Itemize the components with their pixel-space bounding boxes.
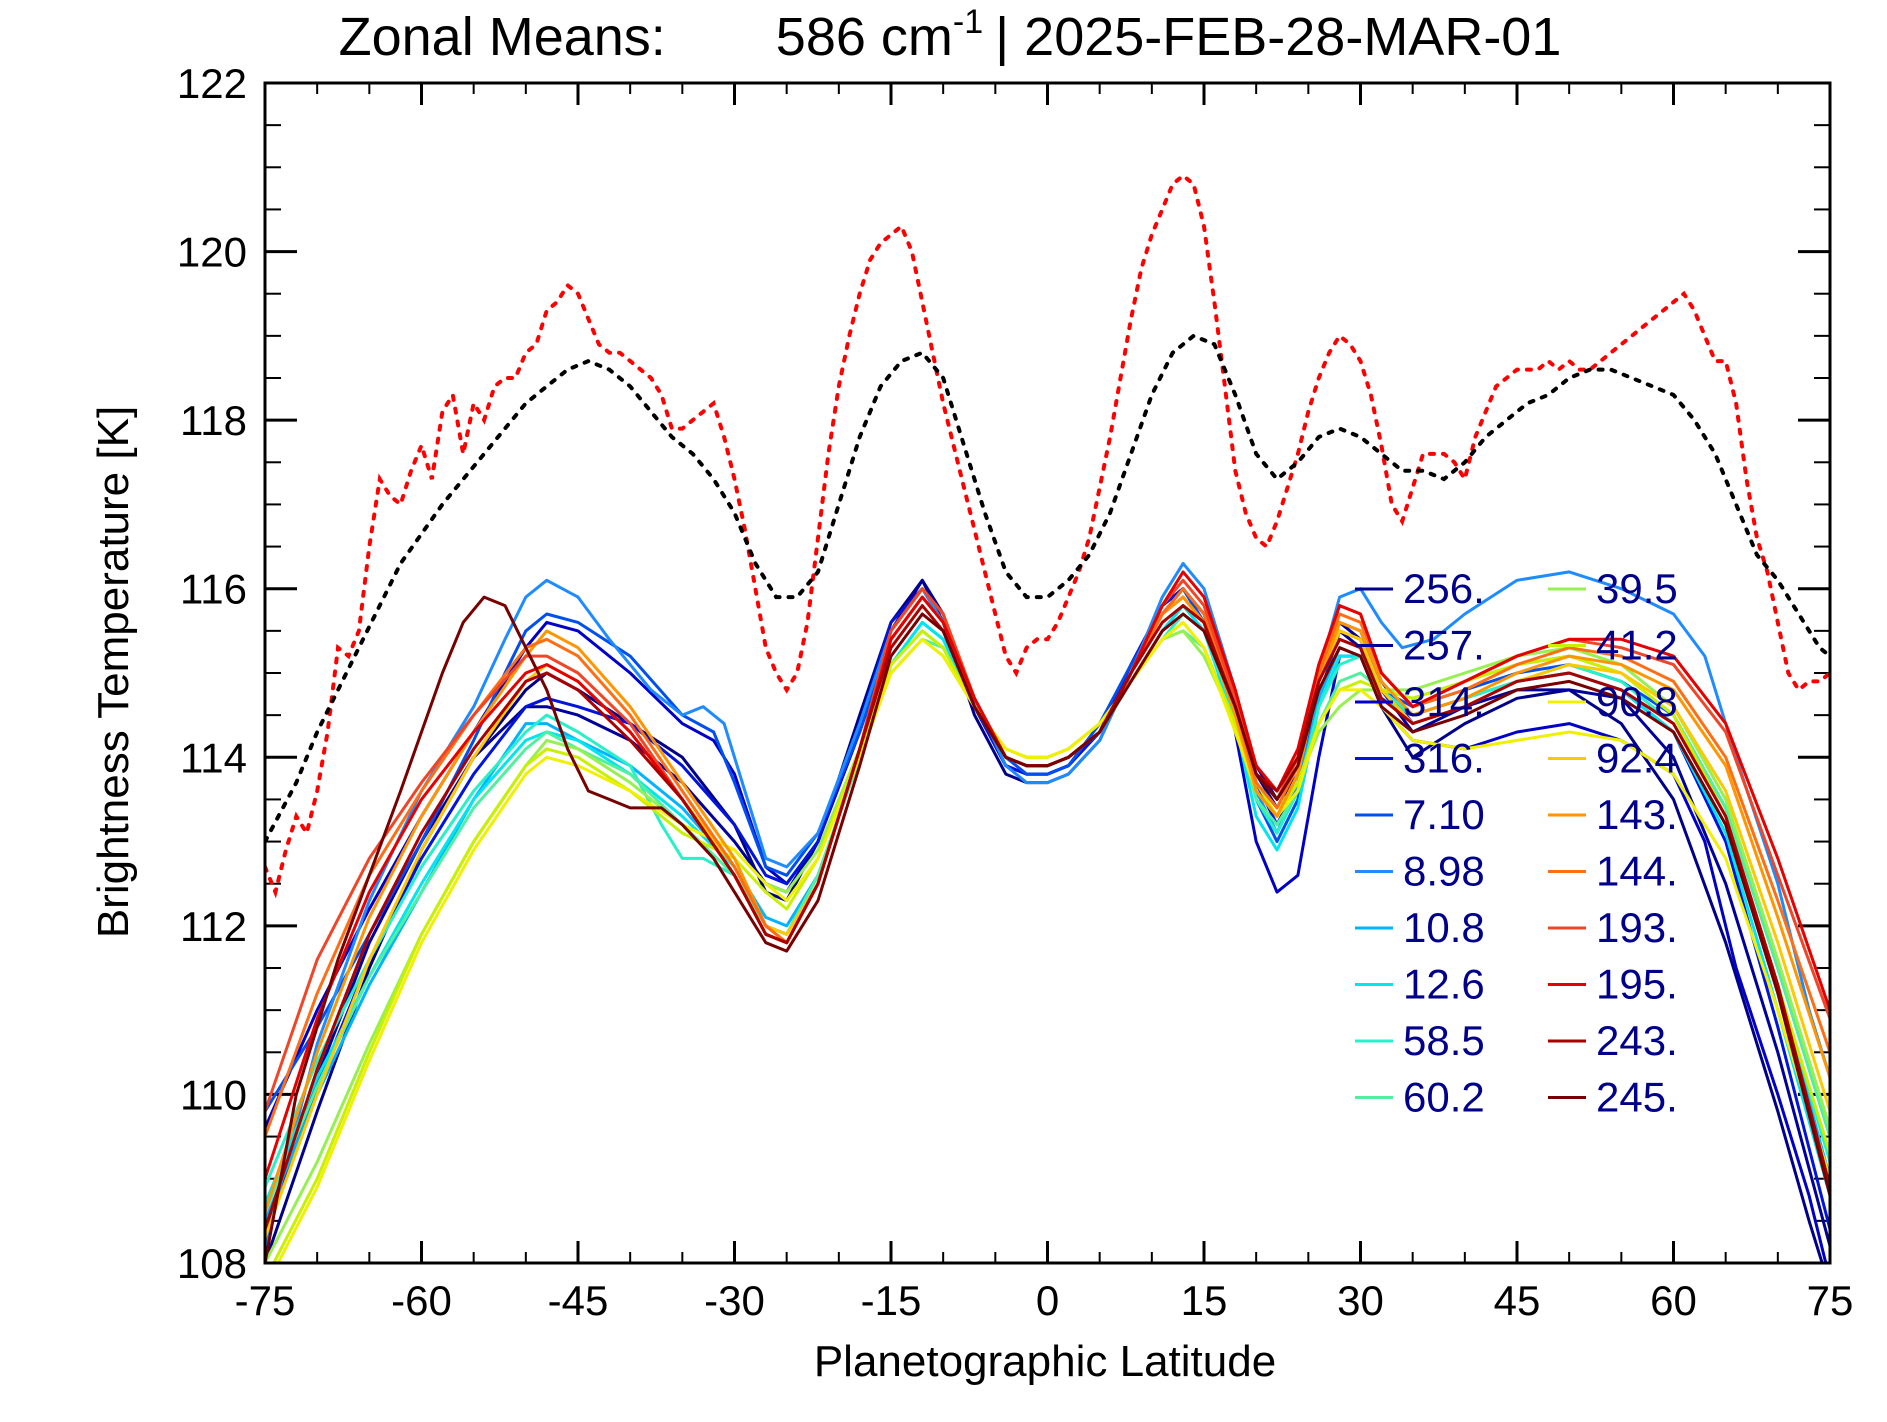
- reference-curve-red-dotted: [265, 173, 1830, 899]
- x-tick-label: -15: [861, 1277, 922, 1324]
- y-axis-label: Brightness Temperature [K]: [89, 406, 138, 938]
- axis-ticks: -75 -60 -45 -30 -15 0 15 30 45 60 75 108 110 112 114 11…: [177, 60, 1853, 1324]
- series-line-898: [265, 561, 1830, 1247]
- legend-label: 10.8: [1403, 904, 1485, 951]
- y-tick-label: 118: [180, 397, 247, 444]
- legend-label: 39.5: [1596, 565, 1678, 612]
- x-tick-label: -30: [704, 1277, 765, 1324]
- x-tick-label: -45: [548, 1277, 609, 1324]
- legend-label: 60.2: [1403, 1074, 1485, 1121]
- reference-curve-black-dotted: [265, 333, 1830, 844]
- legend-label: 193.: [1596, 904, 1678, 951]
- legend-label: 8.98: [1403, 848, 1485, 895]
- legend-label: 256.: [1403, 565, 1485, 612]
- x-tick-label: -75: [235, 1277, 296, 1324]
- legend-label: 41.2: [1596, 622, 1678, 669]
- legend-label: 314.: [1403, 678, 1485, 725]
- y-tick-label: 108: [177, 1240, 247, 1287]
- series-line-908: [276, 620, 1830, 1263]
- x-tick-label: 60: [1650, 1277, 1697, 1324]
- x-tick-label: 30: [1337, 1277, 1384, 1324]
- title-prefix: Zonal Means:: [339, 7, 666, 67]
- legend-label: 195.: [1596, 961, 1678, 1008]
- legend-label: 316.: [1403, 735, 1485, 782]
- series-line-245: [265, 595, 1830, 1263]
- x-axis-label: Planetographic Latitude: [814, 1337, 1276, 1386]
- title-exponent: -1: [953, 3, 983, 41]
- legend-label: 58.5: [1403, 1017, 1485, 1064]
- y-tick-label: 120: [177, 229, 247, 276]
- legend-label: 245.: [1596, 1074, 1678, 1121]
- legend-label: 243.: [1596, 1017, 1678, 1064]
- y-tick-label: 122: [177, 60, 247, 107]
- chart-title: Zonal Means: 586 cm-1 | 2025-FEB-28-MAR-01: [339, 3, 1562, 67]
- x-tick-label: 75: [1807, 1277, 1854, 1324]
- y-tick-label: 114: [180, 734, 247, 781]
- legend-label: 12.6: [1403, 961, 1485, 1008]
- legend-label: 92.4: [1596, 735, 1678, 782]
- legend-label: 257.: [1403, 622, 1485, 669]
- y-tick-label: 110: [180, 1071, 247, 1118]
- y-tick-label: 112: [180, 903, 247, 950]
- legend-label: 90.8: [1596, 678, 1678, 725]
- x-tick-label: 15: [1181, 1277, 1228, 1324]
- x-tick-label: -60: [391, 1277, 452, 1324]
- title-suffix: | 2025-FEB-28-MAR-01: [995, 7, 1561, 67]
- legend-label: 144.: [1596, 848, 1678, 895]
- legend-label: 7.10: [1403, 791, 1485, 838]
- plot-frame: [263, 81, 1832, 1265]
- title-wavenumber: 586 cm: [776, 7, 953, 67]
- x-tick-label: 45: [1494, 1277, 1541, 1324]
- legend: 256. 257. 314. 316. 7.10 8.98 10.8 12.6 58.5 60.2…: [1355, 565, 1678, 1121]
- y-tick-label: 116: [180, 566, 247, 613]
- legend-label: 143.: [1596, 791, 1678, 838]
- plot-area: [265, 173, 1830, 1263]
- x-tick-label: 0: [1036, 1277, 1059, 1324]
